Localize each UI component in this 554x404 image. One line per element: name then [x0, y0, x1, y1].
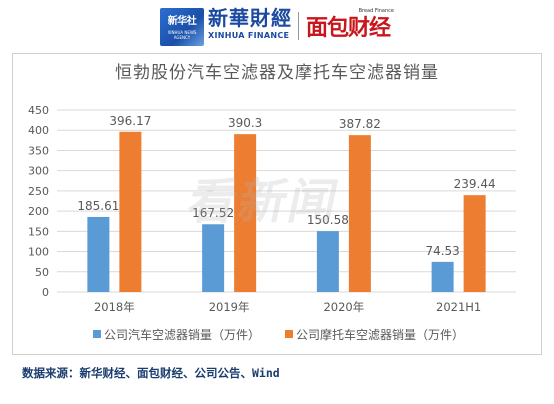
legend-swatch-series-2 [285, 330, 293, 338]
x-tick-label: 2021H1 [436, 300, 481, 314]
bread-finance-cn: 面包财经 [306, 16, 391, 41]
legend-label-series-2: 公司摩托车空滤器销量（万件） [296, 328, 465, 342]
y-tick-label: 400 [28, 124, 49, 137]
data-label: 396.17 [109, 114, 151, 128]
data-label: 390.3 [228, 116, 262, 130]
xinhua-agency-logo: 新华社 XINHUA NEWS AGENCY [160, 8, 204, 46]
legend-swatch-series-1 [93, 330, 101, 338]
bar-series-2 [463, 195, 486, 292]
y-tick-label: 450 [28, 104, 49, 117]
data-source: 数据来源：新华财经、面包财经、公司公告、Wind [22, 366, 280, 380]
chart-frame [12, 53, 542, 355]
xinhua-finance-en: XINHUA FINANCE [208, 31, 290, 40]
bar-series-2 [348, 135, 371, 292]
xinhua-badge-text: 新华社 [167, 16, 197, 27]
y-tick-labels: 0 50 100 150 200 250 300 350 400 450 [28, 104, 49, 299]
xinhua-badge-sub: XINHUA NEWS AGENCY [167, 30, 197, 40]
x-tick-label: 2020年 [323, 300, 364, 314]
y-tick-label: 350 [28, 144, 49, 157]
y-tick-label: 100 [28, 246, 49, 259]
legend-label-series-1: 公司汽车空滤器销量（万件） [104, 328, 261, 342]
data-label: 150.58 [307, 213, 349, 227]
x-tick-label: 2019年 [209, 300, 250, 314]
y-tick-label: 50 [35, 266, 49, 279]
logo-divider [298, 12, 299, 40]
x-tick-label: 2018年 [94, 300, 135, 314]
bars [87, 131, 486, 292]
data-label: 185.61 [77, 199, 119, 213]
bar-series-1 [316, 231, 339, 292]
y-tick-label: 250 [28, 185, 49, 198]
xinhua-finance-logo: 新華財經 XINHUA FINANCE [208, 6, 292, 46]
y-tick-label: 300 [28, 165, 49, 178]
data-label: 387.82 [339, 117, 381, 131]
xinhua-finance-cn: 新華財經 [208, 6, 292, 30]
y-tick-label: 200 [28, 205, 49, 218]
y-tick-label: 150 [28, 225, 49, 238]
chart-title: 恒勃股份汽车空滤器及摩托车空滤器销量 [115, 63, 439, 83]
data-label: 167.52 [192, 206, 234, 220]
x-tick-labels: 2018年 2019年 2020年 2021H1 [94, 300, 481, 314]
data-labels: 185.61 396.17 167.52 390.3 150.58 387.82 74.53… [77, 114, 495, 258]
watermark: 看新闻 [182, 174, 345, 230]
bread-finance-logo: Bread Finance 面包财经 [306, 8, 398, 46]
bar-series-2 [234, 134, 257, 292]
bar-series-1 [202, 224, 225, 292]
data-label: 74.53 [425, 244, 459, 258]
bar-series-1 [431, 261, 454, 292]
data-label: 239.44 [454, 177, 496, 191]
bar-series-2 [119, 131, 142, 292]
bar-series-1 [87, 216, 110, 292]
y-tick-label: 0 [42, 286, 49, 299]
bread-finance-en: Bread Finance [358, 8, 394, 14]
